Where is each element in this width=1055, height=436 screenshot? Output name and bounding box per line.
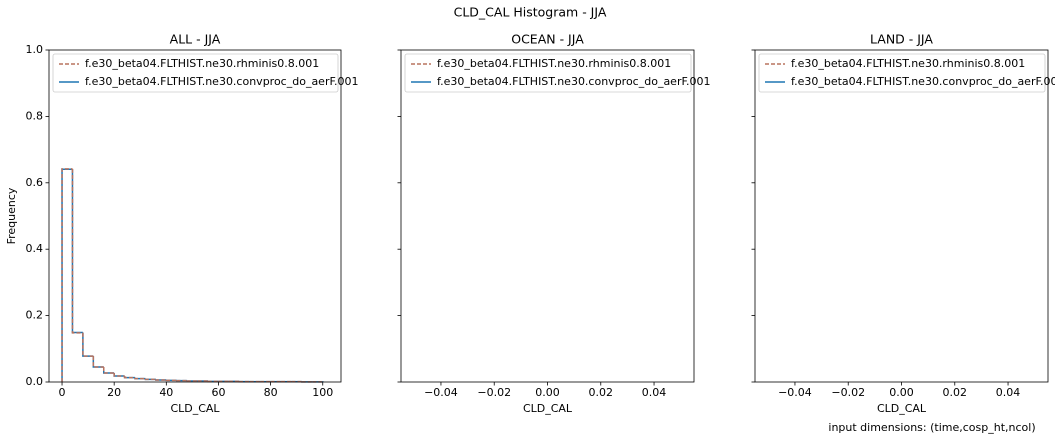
histogram-step — [155, 379, 167, 381]
y-tick-label: 0.2 — [26, 309, 44, 322]
y-tick-label: 0.4 — [26, 242, 44, 255]
legend-label: f.e30_beta04.FLTHIST.ne30.rhminis0.8.001 — [437, 57, 671, 70]
footnote: input dimensions: (time,cosp_ht,ncol) — [828, 421, 1035, 434]
x-tick-label: 0.00 — [535, 386, 560, 399]
x-axis-label: CLD_CAL — [523, 402, 573, 415]
legend-label: f.e30_beta04.FLTHIST.ne30.rhminis0.8.001 — [85, 57, 319, 70]
x-tick-label: 0.02 — [589, 386, 614, 399]
x-tick-label: −0.04 — [778, 386, 812, 399]
histogram-step — [134, 377, 146, 380]
histogram-step — [71, 168, 83, 334]
axes-title: OCEAN - JJA — [511, 32, 584, 47]
x-tick-label: 20 — [107, 386, 121, 399]
x-tick-label: −0.02 — [831, 386, 865, 399]
histogram-step — [123, 376, 136, 379]
axes-frame — [400, 49, 695, 383]
axes-title: ALL - JJA — [170, 32, 221, 47]
histogram-step — [82, 332, 94, 357]
histogram-step — [92, 356, 104, 368]
axes-frame — [754, 49, 1049, 383]
x-tick-label: 80 — [264, 386, 278, 399]
x-tick-label: 0.00 — [889, 386, 914, 399]
legend-box — [52, 53, 339, 93]
y-tick-label: 0.8 — [26, 109, 44, 122]
y-tick-label: 0.0 — [26, 375, 44, 388]
x-tick-label: 60 — [211, 386, 225, 399]
x-tick-label: 40 — [159, 386, 173, 399]
x-tick-label: −0.02 — [477, 386, 511, 399]
x-tick-label: 0 — [59, 386, 66, 399]
x-tick-label: 0.02 — [943, 386, 968, 399]
x-tick-label: 100 — [312, 386, 333, 399]
legend-label: f.e30_beta04.FLTHIST.ne30.convproc_do_ae… — [437, 75, 711, 88]
x-axis-label: CLD_CAL — [170, 402, 220, 415]
x-tick-label: 0.04 — [642, 386, 667, 399]
x-axis-label: CLD_CAL — [877, 402, 927, 415]
axes-frame — [48, 49, 342, 383]
legend-label: f.e30_beta04.FLTHIST.ne30.convproc_do_ae… — [791, 75, 1055, 88]
histogram-step — [144, 378, 156, 381]
figure-title: CLD_CAL Histogram - JJA — [454, 5, 607, 20]
x-tick-label: 0.04 — [996, 386, 1021, 399]
legend-box — [758, 53, 1046, 93]
y-axis-label: Frequency — [5, 187, 18, 244]
y-tick-label: 1.0 — [26, 43, 44, 56]
legend-box — [404, 53, 692, 93]
histogram-step — [103, 367, 115, 374]
legend-label: f.e30_beta04.FLTHIST.ne30.rhminis0.8.001 — [791, 57, 1025, 70]
axes-title: LAND - JJA — [870, 32, 933, 47]
histogram-step — [113, 373, 125, 377]
histogram-step — [61, 168, 73, 382]
x-tick-label: −0.04 — [424, 386, 458, 399]
legend-label: f.e30_beta04.FLTHIST.ne30.convproc_do_ae… — [85, 75, 359, 88]
y-tick-label: 0.6 — [26, 176, 44, 189]
